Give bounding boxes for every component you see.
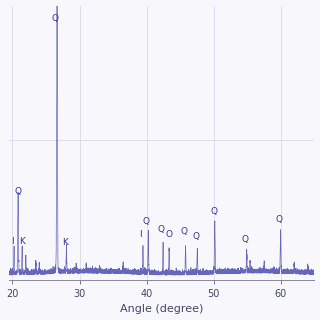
Text: I: I <box>140 230 142 239</box>
Text: K: K <box>62 238 68 247</box>
Text: K: K <box>19 237 25 246</box>
Text: Q: Q <box>15 187 21 196</box>
Text: Q: Q <box>180 227 187 236</box>
Text: Q: Q <box>210 207 217 216</box>
Text: Q: Q <box>192 232 199 241</box>
X-axis label: Angle (degree): Angle (degree) <box>120 304 204 315</box>
Text: Q: Q <box>242 235 248 244</box>
Text: I: I <box>11 237 13 246</box>
Text: O: O <box>166 230 172 239</box>
Text: Q: Q <box>276 215 282 224</box>
Text: Q: Q <box>52 14 59 23</box>
Text: Q: Q <box>142 217 149 226</box>
Text: Q: Q <box>157 225 164 234</box>
